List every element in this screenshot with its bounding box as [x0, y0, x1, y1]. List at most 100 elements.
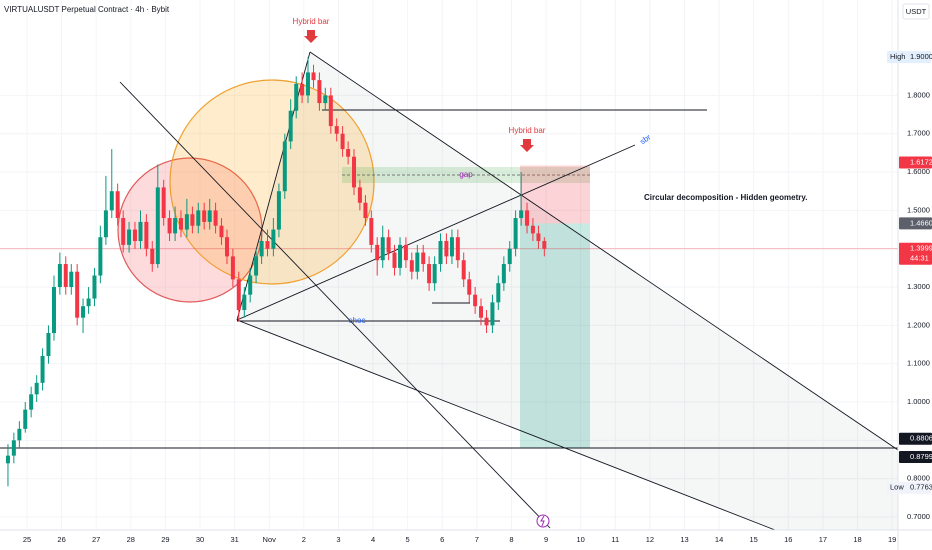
annotation: gap	[459, 170, 473, 179]
candle-body	[57, 264, 62, 288]
candle-body	[398, 244, 403, 268]
candle-body	[496, 283, 501, 303]
y-tick-label: 1.7000	[907, 129, 930, 138]
candle-body	[5, 455, 10, 464]
candle-body	[542, 241, 547, 249]
position	[0, 165, 898, 449]
x-tick-label: 29	[161, 535, 169, 544]
candle-body	[115, 191, 120, 219]
x-tick-label: 30	[196, 535, 204, 544]
candle-body	[473, 294, 478, 307]
price-label-box	[899, 451, 932, 464]
candle-body	[317, 80, 322, 104]
channel-line	[119, 81, 551, 529]
candle-body	[11, 440, 16, 456]
x-tick-label: 15	[750, 535, 758, 544]
candle-body	[236, 279, 241, 311]
currency: USDT	[906, 7, 927, 16]
candle-body	[144, 221, 149, 249]
candle-body	[75, 271, 80, 318]
candle-body	[161, 187, 166, 219]
price-label: 1.3999	[910, 244, 932, 253]
x-tick-label: 7	[475, 535, 479, 544]
candle-body	[219, 225, 224, 238]
price-label-box	[899, 432, 932, 445]
candle-body	[363, 202, 368, 219]
x-tick-label: 31	[230, 535, 238, 544]
candle-body	[276, 191, 281, 230]
candle-body	[248, 275, 253, 295]
event-icon-bolt	[540, 515, 545, 527]
arrow	[520, 139, 534, 152]
candle-body	[461, 260, 466, 280]
y-tick-label: 1.3000	[907, 282, 930, 291]
price-label-box	[899, 156, 932, 169]
price-label: 0.8799	[910, 452, 932, 461]
candle-body	[375, 244, 380, 261]
x-tick-label: 9	[544, 535, 548, 544]
drawings	[119, 51, 899, 531]
gap-box	[342, 167, 590, 183]
candle-body	[202, 210, 207, 222]
candle-body	[346, 149, 351, 157]
candle-body	[449, 237, 454, 257]
countdown: 44:31	[910, 254, 929, 263]
candle-body	[254, 256, 259, 276]
candle-body	[421, 252, 426, 265]
x-tick-label: 12	[646, 535, 654, 544]
candle-body	[121, 218, 126, 245]
candle-body	[190, 214, 195, 226]
candle-body	[427, 264, 432, 284]
annotation: Hybrid bar	[293, 17, 330, 26]
candle-body	[334, 126, 339, 134]
candle-body	[392, 252, 397, 268]
x-tick-label: 8	[509, 535, 513, 544]
x-tick-label: 19	[888, 535, 896, 544]
candle-body	[207, 210, 212, 222]
arrow	[304, 30, 318, 43]
candles	[5, 57, 547, 487]
candle-body	[34, 382, 39, 395]
sbr-line	[236, 144, 636, 321]
x-tick-label: 13	[680, 535, 688, 544]
candle-body	[305, 72, 310, 96]
x-tick-label: 2	[302, 535, 306, 544]
candle-body	[127, 229, 132, 245]
price-label: 1.6172	[910, 157, 932, 166]
candle-body	[242, 294, 247, 311]
candle-body	[265, 241, 270, 249]
candle-body	[328, 95, 333, 127]
channel-line	[236, 319, 776, 531]
price-label: 1.9000	[910, 52, 932, 61]
price-label: 1.4660	[910, 218, 932, 227]
x-tick-label: 17	[819, 535, 827, 544]
candle-body	[386, 237, 391, 253]
candle-body	[46, 333, 51, 357]
currency-box[interactable]	[902, 3, 930, 20]
price-label-box	[887, 51, 931, 64]
candle-body	[294, 83, 299, 111]
candle-body	[259, 241, 264, 257]
candle-body	[525, 210, 530, 226]
y-tick-label: 0.8000	[907, 474, 930, 483]
candle-body	[536, 233, 541, 242]
y-tick-label: 1.6000	[907, 167, 930, 176]
x-tick-label: Nov	[263, 535, 277, 544]
x-tick-label: 10	[577, 535, 585, 544]
annotation: Hybrid bar	[509, 126, 546, 135]
candle-body	[409, 260, 414, 272]
candle-body	[311, 72, 316, 81]
annotation: Circular decomposition - Hidden geometry…	[644, 193, 807, 202]
candle-body	[380, 237, 385, 261]
candle-body	[432, 264, 437, 284]
candle-body	[69, 271, 74, 288]
channel-line	[309, 51, 899, 451]
candle-body	[323, 95, 328, 104]
price-label-box	[899, 217, 932, 230]
x-tick-label: 27	[92, 535, 100, 544]
price-label: 0.8806	[910, 434, 932, 443]
x-tick-label: 11	[611, 535, 619, 544]
candle-body	[103, 210, 108, 238]
candle-body	[369, 218, 374, 245]
candle-body	[92, 275, 97, 299]
